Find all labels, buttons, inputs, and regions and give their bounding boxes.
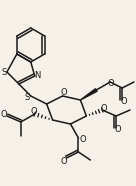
- Text: O: O: [1, 110, 7, 118]
- Text: O: O: [121, 97, 127, 105]
- Text: O: O: [101, 103, 108, 113]
- Text: O: O: [30, 107, 37, 116]
- Text: O: O: [60, 158, 67, 166]
- Text: N: N: [35, 70, 41, 79]
- Polygon shape: [80, 89, 97, 100]
- Text: O: O: [79, 134, 86, 144]
- Text: O: O: [108, 78, 115, 87]
- Text: O: O: [60, 87, 67, 97]
- Text: S: S: [24, 92, 29, 102]
- Text: O: O: [115, 124, 121, 134]
- Text: S: S: [1, 68, 7, 76]
